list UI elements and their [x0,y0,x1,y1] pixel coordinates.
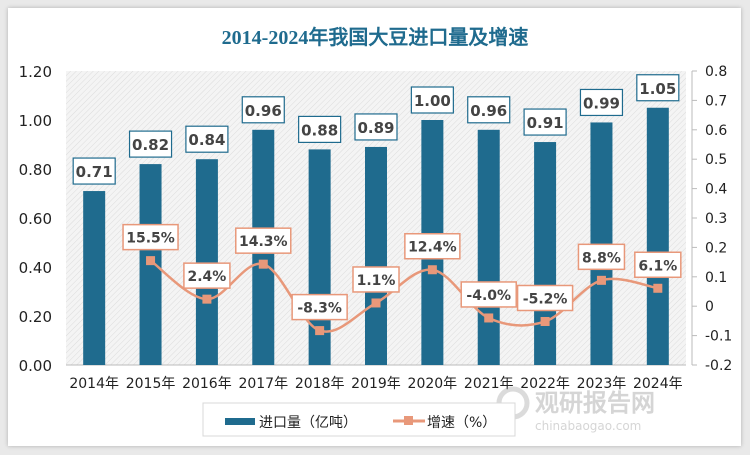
growth-label-box [352,266,400,293]
bar-label-box [467,96,511,124]
growth-marker [202,294,212,304]
bar [646,107,669,365]
bar-label: 0.71 [76,163,113,181]
bar-label-box [241,96,285,124]
x-tick-label: 2021年 [464,376,514,392]
left-tick-label: 0.40 [19,259,52,277]
right-tick-label: 0.2 [705,240,727,256]
growth-label: 15.5% [126,231,175,247]
x-tick-label: 2016年 [182,376,232,392]
bar [195,159,218,365]
bar-label-box [579,88,624,117]
right-tick-label: 0.5 [705,152,727,168]
left-tick-label: 0.80 [19,161,52,179]
right-tick-label: 0.1 [705,270,727,286]
growth-label: -8.3% [297,301,342,317]
growth-marker [258,259,268,269]
left-tick-label: 1.20 [19,63,52,81]
right-tick-label: 0.8 [705,64,727,80]
left-tick-label: 0.20 [19,308,52,326]
chart: 2014-2024年我国大豆进口量及增速 0.000.200.400.600.8… [19,25,732,437]
growth-label-box [634,251,682,279]
right-tick-label: 0.6 [705,123,727,139]
chart-card: 2014-2024年我国大豆进口量及增速 0.00 0.20 0.40 0.60 0.8… [8,8,741,446]
x-tick-label: 2015年 [126,376,176,392]
growth-label-box [183,262,231,289]
right-tick-label: 0.7 [705,93,727,109]
growth-label-box [516,284,574,312]
left-tick-label: 0.00 [19,357,52,375]
bar-label-box [354,113,398,141]
growth-label: -4.0% [466,288,511,304]
growth-marker [484,313,494,323]
bar [534,142,557,365]
x-tick-label: 2019年 [351,376,401,392]
growth-label: 12.4% [408,240,457,256]
bar-label-box [636,74,680,102]
bar-label: 0.89 [357,119,394,137]
left-tick-label: 0.60 [19,210,52,228]
right-tick-label: -0.1 [705,329,732,345]
bar-label-box [410,86,454,114]
watermark-logo: 观研报告网 [535,389,655,417]
growth-marker [315,326,325,336]
bar-label-box [523,108,567,136]
growth-label-box [577,243,626,271]
bar-label: 1.05 [639,80,676,98]
x-tick-label: 2018年 [295,376,345,392]
left-tick-label: 1.00 [19,112,52,130]
bar-label-box [185,125,229,153]
legend: 进口量（亿吨） 增速（%） [202,402,516,437]
bar-label: 0.88 [301,121,338,139]
legend-bar-swatch [225,418,255,425]
bar-label: 0.99 [583,94,620,112]
x-tick-label: 2023年 [577,376,627,392]
bar [83,191,106,365]
bar-label: 0.96 [470,102,507,120]
growth-label-box [291,293,348,321]
growth-label-box [460,281,517,308]
growth-label: 1.1% [357,273,396,289]
growth-marker [653,283,663,293]
bar-label: 0.91 [527,114,564,132]
growth-label: 8.8% [582,250,621,266]
right-tick-label: 0.4 [705,182,727,198]
right-tick-label: 0 [705,299,714,315]
growth-marker [596,275,606,285]
bar-label: 0.82 [132,136,169,154]
x-tick-label: 2022年 [520,376,570,392]
growth-label-box [404,232,461,260]
growth-marker [146,256,156,266]
growth-label-box [235,227,292,254]
right-tick-label: 0.3 [705,211,727,227]
x-tick-label: 2014年 [69,376,119,392]
growth-label: -5.2% [523,291,568,307]
bar-label: 0.84 [188,131,225,149]
growth-marker [540,316,550,326]
growth-marker [427,265,437,275]
chart-title: 2014-2024年我国大豆进口量及增速 [222,25,529,49]
growth-label-box [122,223,179,251]
x-tick-label: 2020年 [408,376,458,392]
bar-label-box [128,130,173,158]
legend-bar-label: 进口量（亿吨） [259,415,357,431]
growth-marker [371,298,381,308]
bar-label-box [72,157,116,185]
legend-line-marker [404,416,413,425]
x-tick-label: 2017年 [238,376,288,392]
watermark: 观研报告网 chinabaogao.com [496,386,655,433]
bar-label: 0.96 [245,102,282,120]
bar-label: 1.00 [414,92,451,110]
watermark-url: chinabaogao.com [535,419,641,433]
bar [477,129,500,365]
growth-label: 2.4% [187,269,226,285]
bar [365,146,387,365]
right-tick-label: -0.2 [705,358,732,374]
growth-label: 14.3% [239,234,288,250]
growth-label: 6.1% [638,258,677,274]
legend-line-label: 增速（%） [427,415,496,431]
x-tick-label: 2024年 [633,376,683,392]
bar-label-box [298,115,342,144]
